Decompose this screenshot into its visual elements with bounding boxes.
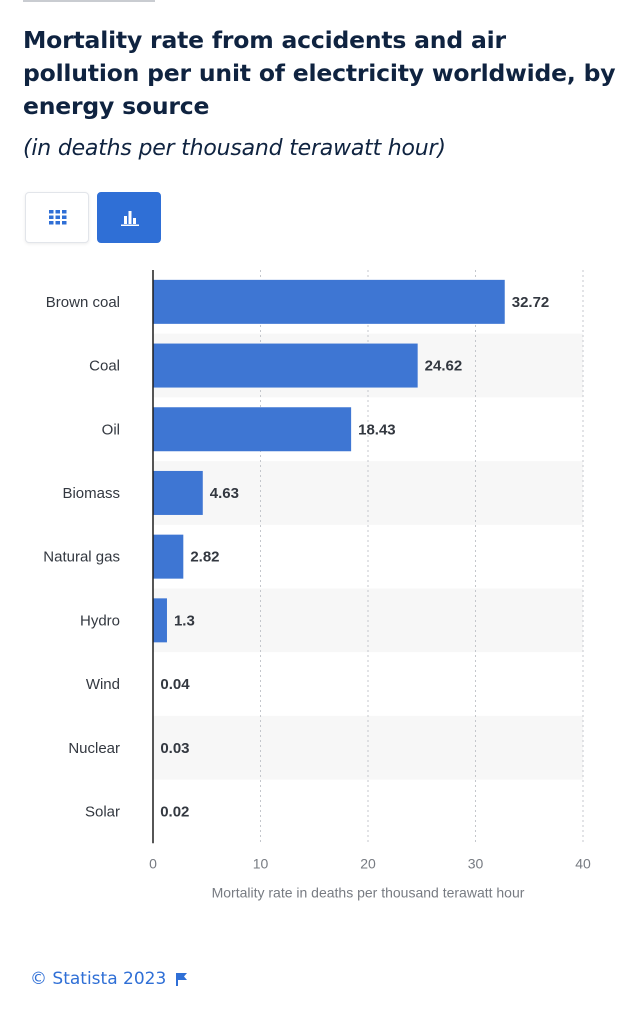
category-label: Nuclear — [68, 740, 120, 757]
x-tick-label: 30 — [468, 855, 484, 871]
value-label: 32.72 — [512, 294, 550, 311]
chart-title: Mortality rate from accidents and air po… — [23, 26, 616, 120]
value-label: 4.63 — [210, 485, 239, 502]
bar[interactable] — [153, 407, 352, 452]
bar[interactable] — [153, 534, 184, 579]
value-label: 0.04 — [160, 676, 190, 693]
bar-chart-icon — [121, 211, 139, 226]
chart-subtitle: (in deaths per thousand terawatt hour) — [23, 136, 446, 161]
bar-chart: Brown coal 32.72 Coal 24.62 Oil 18.43 Biomass 4… — [43, 270, 591, 900]
value-label: 1.3 — [174, 612, 195, 629]
value-label: 18.43 — [358, 421, 396, 438]
grid-icon — [49, 210, 67, 225]
x-tick-label: 0 — [149, 855, 157, 871]
flag-icon — [176, 972, 188, 986]
category-label: Solar — [85, 803, 120, 820]
x-tick-label: 40 — [575, 855, 591, 871]
value-label: 0.03 — [160, 740, 189, 757]
value-label: 0.02 — [160, 803, 189, 820]
top-rule — [23, 0, 155, 2]
credit-text: © Statista 2023 — [30, 969, 167, 989]
category-label: Biomass — [62, 485, 120, 502]
category-label: Brown coal — [46, 294, 120, 311]
category-label: Coal — [89, 358, 120, 375]
bar[interactable] — [153, 279, 505, 324]
category-label: Natural gas — [43, 549, 120, 566]
category-label: Wind — [86, 676, 120, 693]
statista-credit-link[interactable]: © Statista 2023 — [30, 969, 188, 989]
x-tick-label: 10 — [253, 855, 269, 871]
bar[interactable] — [153, 598, 167, 643]
category-label: Oil — [102, 421, 120, 438]
x-axis-title: Mortality rate in deaths per thousand te… — [212, 884, 525, 900]
value-label: 2.82 — [190, 549, 219, 566]
x-tick-label: 20 — [360, 855, 376, 871]
bar[interactable] — [153, 343, 418, 388]
bar[interactable] — [153, 470, 203, 515]
chart-view-button[interactable] — [97, 192, 161, 243]
category-label: Hydro — [80, 612, 120, 629]
value-label: 24.62 — [425, 358, 463, 375]
table-view-button[interactable] — [25, 192, 89, 243]
